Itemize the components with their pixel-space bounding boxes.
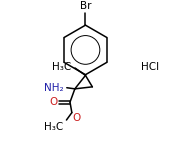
Text: O: O <box>49 97 58 107</box>
Text: HCl: HCl <box>141 62 159 72</box>
Text: NH₂: NH₂ <box>44 83 64 93</box>
Text: H₃C: H₃C <box>44 122 63 132</box>
Text: H₃C: H₃C <box>53 62 72 72</box>
Text: O: O <box>73 113 81 123</box>
Text: Br: Br <box>80 1 91 11</box>
